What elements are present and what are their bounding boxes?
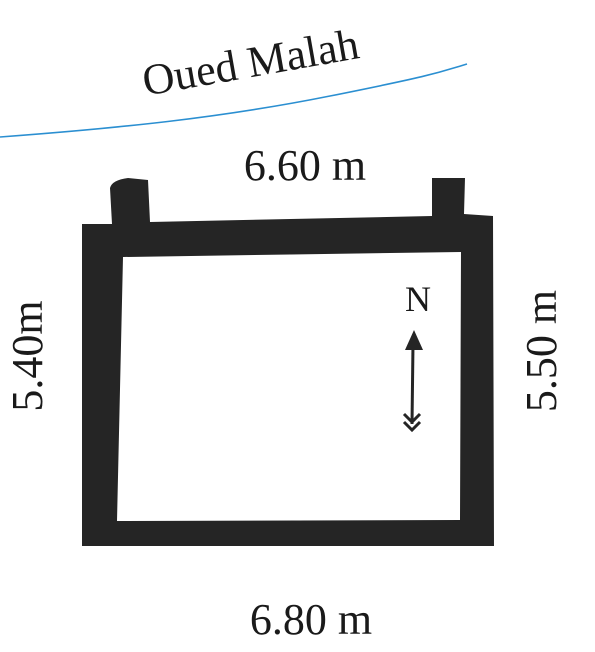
north-arrow-icon: N xyxy=(402,279,431,433)
north-arrow-label: N xyxy=(405,279,431,319)
river-line xyxy=(0,63,468,138)
right-dimension-label: 5.50 m xyxy=(517,290,566,412)
left-dimension-label: 5.40m xyxy=(3,300,52,411)
top-dimension-label: 6.60 m xyxy=(244,141,366,190)
building-walls xyxy=(82,178,494,546)
bottom-dimension-label: 6.80 m xyxy=(250,595,372,644)
river-name-label: Oued Malah xyxy=(139,19,363,105)
